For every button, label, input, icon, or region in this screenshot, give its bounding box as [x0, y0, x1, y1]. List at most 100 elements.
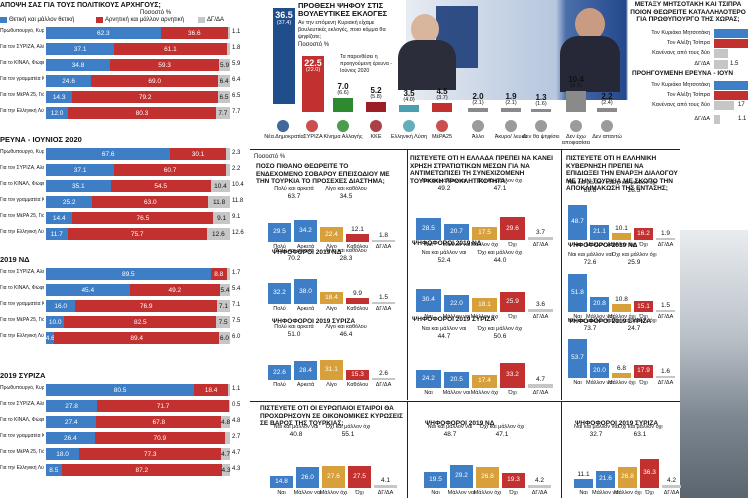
stacked-bar: 67.6 30.1 [46, 148, 230, 160]
q3-title: ΠΙΣΤΕΥΕΤΕ ΟΤΙ Η ΕΛΛΗΝΙΚΗ ΚΥΒΕΡΝΗΣΗ ΠΡΕΠΕ… [566, 155, 678, 192]
pm-row-label: Τον Αλέξη Τσίπρα [666, 40, 710, 46]
q4nd-chart-tot-yes: 48.7 [443, 431, 457, 438]
q2-chart-bar [444, 295, 469, 312]
q2-chart-value: 3.7 [535, 229, 546, 237]
q4sy-chart-tot-no: 63.1 [633, 431, 647, 438]
q2-chart-bar [500, 362, 525, 388]
q1-chart-tot-yes: 51.0 [287, 331, 301, 338]
q2-chart-value: 24.2 [422, 374, 435, 382]
leader-label: Για το ΚΙΝΑΛ, Φώφη Γεννηματά [0, 60, 44, 66]
q3-chart-bar [634, 301, 653, 312]
bar-negative: 69.0 [91, 75, 219, 87]
bar-positive: 62.3 [46, 27, 161, 39]
q4-chart-bar [296, 467, 319, 488]
vote-bar [302, 56, 324, 112]
q3-chart-value: 1.6 [660, 368, 671, 375]
q3-chart-tot-no: 28.3 [627, 187, 641, 194]
q3-chart-hdr-yes: Ναι και μάλλον ναι [568, 318, 613, 324]
bar-negative: 89.4 [54, 332, 219, 344]
q4nd-chart-value: 4.2 [534, 476, 545, 484]
stacked-bar: 62.3 36.6 [46, 27, 230, 39]
q3-chart-tot-yes: 72.6 [583, 259, 597, 266]
stacked-bar: 12.0 80.3 7.7 [46, 107, 230, 119]
tsipras-body [560, 36, 620, 92]
party-label: ΣΥΡΙΖΑ [303, 134, 323, 140]
dk-value: 1.7 [232, 270, 241, 276]
pm-bar2 [714, 115, 720, 124]
leader-label: Πρωθυπουργό, Κυριάκο Μητσοτάκη [0, 385, 44, 391]
q4nd-chart-bar [450, 464, 473, 488]
q3-chart-value: 53.7 [571, 354, 584, 362]
vote-pct: Ποσοστό % [298, 42, 330, 48]
q1-chart-bar [346, 297, 369, 304]
vote-bar [566, 91, 586, 112]
bar-dk: 10.4 [210, 180, 230, 192]
q1-chart-hdr-yes: Πολύ και αρκετά [274, 324, 314, 330]
legend-pos: Θετική και μάλλον θετική [9, 17, 75, 23]
q3-chart-cat: Ναι [573, 314, 582, 320]
q4nd-chart-bar [424, 472, 447, 488]
legend-neg: Αρνητική και μάλλον αρνητική [105, 17, 184, 23]
q1-chart-bar [294, 279, 317, 304]
q1-chart-cat: ΔΓ/ΔΑ [375, 382, 392, 388]
bar-negative: 67.8 [96, 416, 222, 428]
q3-chart-value: 51.8 [571, 289, 584, 297]
q3-chart-cat: Μάλλον όχι [608, 314, 636, 320]
q1-chart-bar [268, 222, 291, 242]
q2-chart-tot-no: 44.0 [493, 257, 507, 264]
leader-label: Για τον γραμματέα ΚΚΕ, Δημήτρη Κουτσούμπ… [0, 301, 44, 307]
leader-label: Για τον ΜέΡΑ 25, Γιάνη Βαρουφάκη [0, 92, 44, 98]
party-label: Ελληνική Λύση [390, 134, 428, 140]
vote-value: 3.5 [403, 89, 415, 99]
q3-chart-cat: ΔΓ/ΔΑ [657, 314, 674, 320]
q4-chart-bar [270, 476, 293, 488]
pm-row2-value: 1.1 [738, 116, 747, 122]
q2-chart-tot-no: 47.1 [493, 185, 507, 192]
q2-chart-bar [500, 217, 525, 240]
vote-bar [501, 108, 521, 112]
bar-dk: 7.7 [215, 107, 230, 119]
dk-value: 11.8 [232, 198, 244, 204]
bar-negative: 79.2 [72, 91, 219, 103]
party-label: Νέα Δημοκρατία [264, 134, 304, 140]
q2-chart-cat: Όχι [508, 390, 517, 396]
warship-photo [680, 230, 748, 498]
bar-positive: 35.1 [46, 180, 111, 192]
q4sy-chart-value: 26.8 [621, 473, 634, 481]
q2-chart-cat: Μάλλον όχι [470, 314, 499, 320]
q4sy-chart-value: 4.2 [666, 476, 677, 484]
q3-chart-tot-no: 24.7 [627, 325, 641, 332]
q1-chart-bar [372, 302, 395, 304]
bar-negative: 36.6 [160, 27, 228, 39]
mid-pct: Ποσοστό % [254, 154, 286, 160]
q1-chart-value: 1.8 [378, 232, 389, 239]
vote-bar [432, 103, 452, 112]
bar-positive: 45.4 [46, 284, 130, 296]
q4-chart-value: 26.0 [301, 473, 314, 481]
q4nd-chart-value: 19.3 [507, 476, 520, 484]
bar-positive: 8.5 [46, 464, 62, 476]
bar-negative: 30.1 [170, 148, 226, 160]
q1-chart-value: 32.2 [273, 289, 286, 297]
q2-nd-title: ΨΗΦΟΦΟΡΟΙ 2019 ΝΔ [412, 240, 482, 247]
q1-chart-bar [320, 291, 343, 304]
q4sy-chart-tot-yes: 32.7 [589, 431, 603, 438]
q4sy-chart-bar [618, 466, 637, 488]
dk-value: 2.2 [232, 166, 241, 172]
divider-v2 [561, 150, 562, 400]
leader-label: Για τον ΣΥΡΙΖΑ, Αλέξη Τσίπρα [0, 269, 44, 275]
q3-chart-bar [590, 296, 609, 312]
q1-chart-value: 38.0 [299, 287, 312, 295]
vote-value: 2.2 [601, 91, 613, 101]
q2-chart-value: 30.4 [422, 296, 435, 304]
pm-row2-label: Κανένανς από τους δύο [652, 102, 710, 108]
q4nd-chart-bar [476, 466, 499, 488]
q3-chart-hdr-yes: Ναι και μάλλον ναι [568, 180, 613, 186]
bar-dk [225, 432, 230, 444]
dk-value: 7.7 [232, 109, 241, 115]
vote-title: ΠΡΟΘΕΣΗ ΨΗΦΟΥ ΣΤΙΣ ΒΟΥΛΕΥΤΙΚΕΣ ΕΚΛΟΓΕΣ [298, 1, 388, 18]
q2-chart-bar [472, 226, 497, 240]
dk-value: 9.1 [232, 214, 241, 220]
dk-value: 4.7 [232, 450, 241, 456]
bar-negative: 18.4 [194, 384, 228, 396]
